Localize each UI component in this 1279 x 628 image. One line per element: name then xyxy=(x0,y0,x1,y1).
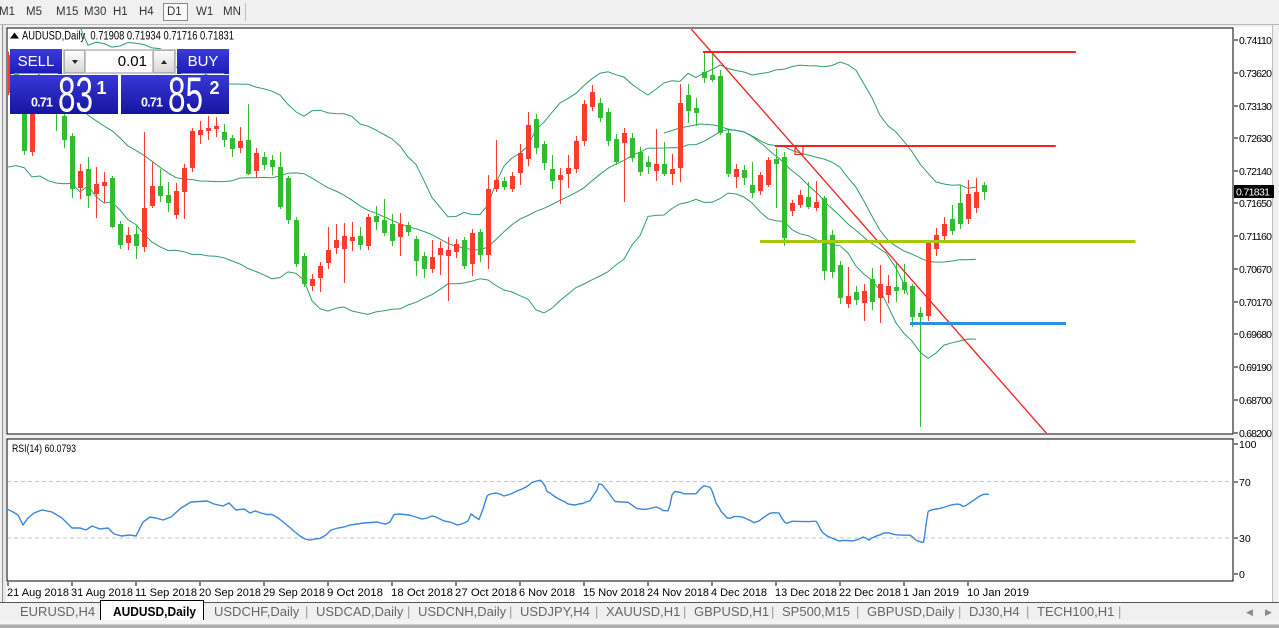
svg-text:83: 83 xyxy=(58,75,93,115)
svg-text:10 Jan 2019: 10 Jan 2019 xyxy=(967,587,1029,599)
svg-text:1 Jan 2019: 1 Jan 2019 xyxy=(903,587,959,599)
svg-text:6 Nov 2018: 6 Nov 2018 xyxy=(519,587,575,599)
svg-text:13 Dec 2018: 13 Dec 2018 xyxy=(775,587,837,599)
svg-text:100: 100 xyxy=(1239,439,1257,451)
svg-text:0.70670: 0.70670 xyxy=(1239,264,1272,276)
svg-text:0.69680: 0.69680 xyxy=(1239,329,1272,341)
svg-text:0.73620: 0.73620 xyxy=(1239,68,1272,80)
svg-text:31 Aug 2018: 31 Aug 2018 xyxy=(71,587,133,599)
svg-text:0.71650: 0.71650 xyxy=(1239,198,1272,210)
svg-text:0.71: 0.71 xyxy=(31,95,53,109)
svg-text:18 Oct 2018: 18 Oct 2018 xyxy=(391,587,453,599)
svg-text:4 Dec 2018: 4 Dec 2018 xyxy=(711,587,767,599)
svg-text:0.69190: 0.69190 xyxy=(1239,362,1272,374)
svg-text:0.68200: 0.68200 xyxy=(1239,428,1272,440)
svg-text:29 Sep 2018: 29 Sep 2018 xyxy=(263,587,325,599)
svg-text:RSI(14) 60.0793: RSI(14) 60.0793 xyxy=(12,443,76,455)
svg-text:0.72140: 0.72140 xyxy=(1239,166,1272,178)
svg-text:11 Sep 2018: 11 Sep 2018 xyxy=(135,587,197,599)
svg-text:70: 70 xyxy=(1239,477,1251,489)
svg-text:15 Nov 2018: 15 Nov 2018 xyxy=(583,587,645,599)
svg-text:27 Oct 2018: 27 Oct 2018 xyxy=(455,587,517,599)
svg-text:9 Oct 2018: 9 Oct 2018 xyxy=(327,587,383,599)
svg-text:0.71160: 0.71160 xyxy=(1239,231,1272,243)
svg-text:20 Sep 2018: 20 Sep 2018 xyxy=(199,587,261,599)
svg-text:0.74110: 0.74110 xyxy=(1239,35,1272,47)
svg-text:85: 85 xyxy=(168,75,203,115)
svg-text:0.70170: 0.70170 xyxy=(1239,297,1272,309)
svg-text:24 Nov 2018: 24 Nov 2018 xyxy=(647,587,709,599)
svg-text:30: 30 xyxy=(1239,533,1251,545)
svg-text:0.68700: 0.68700 xyxy=(1239,395,1272,407)
svg-text:0.73130: 0.73130 xyxy=(1239,101,1272,113)
svg-text:2: 2 xyxy=(209,78,219,98)
svg-text:1: 1 xyxy=(97,78,107,98)
svg-text:AUDUSD,Daily 0.71908 0.71934: AUDUSD,Daily 0.71908 0.71934 0.71716 0.7… xyxy=(22,31,234,43)
svg-text:22 Dec 2018: 22 Dec 2018 xyxy=(839,587,901,599)
svg-text:0.71: 0.71 xyxy=(141,95,163,109)
svg-text:21 Aug 2018: 21 Aug 2018 xyxy=(7,587,69,599)
svg-text:0.71831: 0.71831 xyxy=(1236,187,1270,199)
svg-text:0.72630: 0.72630 xyxy=(1239,133,1272,145)
svg-text:0: 0 xyxy=(1239,569,1245,581)
